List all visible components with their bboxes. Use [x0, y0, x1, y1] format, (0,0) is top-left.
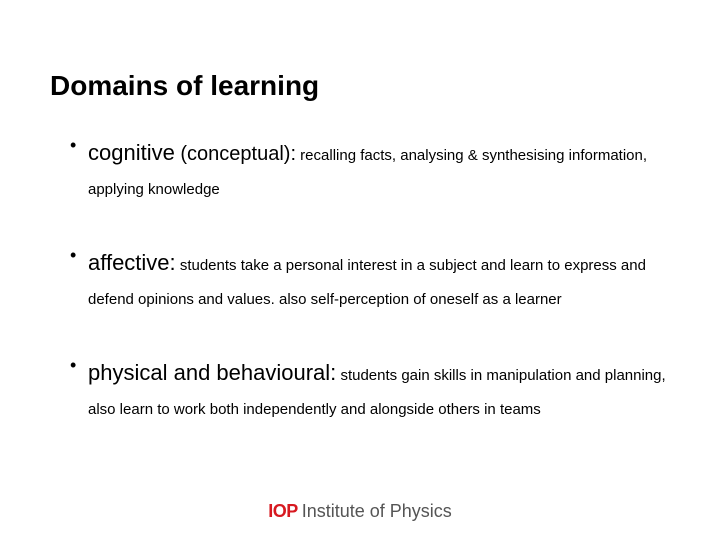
- footer-logo: IOPInstitute of Physics: [0, 501, 720, 522]
- list-item: affective: students take a personal inte…: [70, 240, 670, 316]
- slide: Domains of learning cognitive (conceptua…: [0, 0, 720, 540]
- domain-name: cognitive: [88, 140, 175, 165]
- slide-title: Domains of learning: [50, 70, 670, 102]
- logo-mark: IOP: [268, 501, 298, 521]
- list-item: physical and behavioural: students gain …: [70, 350, 670, 426]
- domain-name: affective:: [88, 250, 176, 275]
- domain-qualifier: (conceptual):: [175, 143, 296, 165]
- bullet-list: cognitive (conceptual): recalling facts,…: [50, 130, 670, 426]
- logo-text: Institute of Physics: [302, 501, 452, 521]
- domain-name: physical and behavioural:: [88, 360, 336, 385]
- list-item: cognitive (conceptual): recalling facts,…: [70, 130, 670, 206]
